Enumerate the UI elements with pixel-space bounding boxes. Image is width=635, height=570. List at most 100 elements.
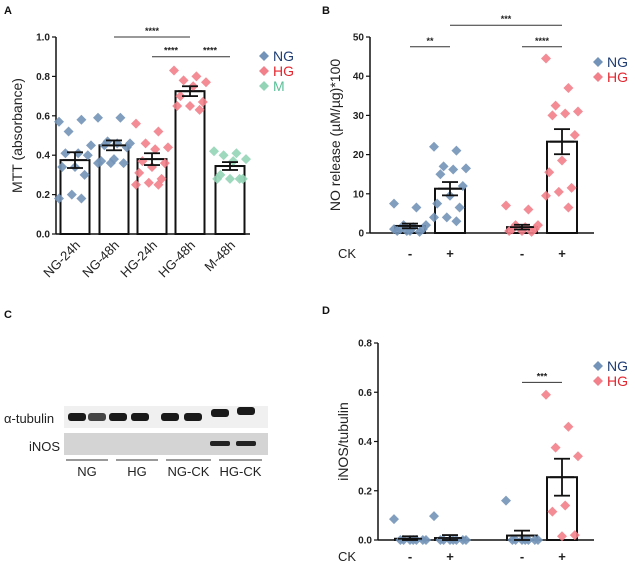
legend-marker: [593, 57, 603, 67]
legend-label: HG: [607, 373, 628, 389]
data-point: [225, 173, 235, 184]
ck-row-label: CK: [338, 246, 356, 261]
data-point: [79, 169, 90, 180]
data-point: [557, 155, 567, 166]
tubulin-band: [88, 413, 106, 421]
ck-sign-label: -: [408, 246, 412, 261]
y-tick-label: 10: [353, 189, 365, 200]
data-point: [573, 106, 583, 117]
data-point: [93, 112, 103, 123]
chart-b-no-release: 0 10 20 30 40 50 NO release (µM/µg)*100 - + - + CK *…: [327, 14, 628, 261]
data-point: [429, 212, 439, 223]
y-tick-label: 40: [353, 72, 365, 83]
y-tick-label: 0.8: [358, 339, 372, 350]
data-point: [569, 130, 580, 140]
legend-marker: [593, 361, 603, 371]
data-point: [169, 65, 179, 76]
data-point: [529, 535, 540, 545]
significance-label: **: [426, 36, 434, 46]
y-tick-label: 50: [353, 33, 365, 44]
data-point: [201, 77, 211, 88]
y-axis-label: MTT (absorbance): [9, 78, 25, 193]
data-point: [541, 53, 551, 64]
data-point: [66, 189, 77, 200]
data-point: [547, 506, 558, 517]
data-point: [454, 202, 465, 213]
data-point: [541, 190, 551, 201]
data-point: [563, 82, 574, 93]
data-point: [76, 193, 87, 204]
data-point: [134, 167, 145, 178]
data-point: [501, 200, 511, 211]
y-tick-label: 0.2: [36, 190, 50, 201]
y-axis-label: NO release (µM/µg)*100: [327, 59, 343, 212]
data-point: [159, 158, 170, 169]
data-point: [395, 535, 406, 545]
y-axis-label: iNOS/tubulin: [335, 402, 351, 481]
data-point: [118, 158, 129, 169]
legend-marker: [593, 72, 603, 82]
legend-marker: [259, 66, 269, 76]
ck-sign-label: -: [408, 549, 412, 564]
data-point: [414, 226, 425, 237]
data-point: [429, 511, 439, 522]
data-point: [517, 226, 527, 237]
x-category-label: NG-24h: [40, 238, 83, 281]
legend-label: NG: [607, 54, 628, 70]
data-point: [140, 138, 151, 149]
ck-sign-label: +: [446, 549, 454, 564]
data-point: [115, 112, 126, 123]
tubulin-band: [211, 409, 229, 417]
data-point: [451, 216, 462, 227]
y-tick-label: 0.0: [36, 230, 50, 241]
legend-marker: [259, 51, 269, 61]
data-point: [105, 158, 116, 169]
y-tick-label: 0: [358, 229, 364, 240]
data-point: [163, 142, 173, 153]
legend-label: HG: [273, 63, 294, 79]
data-point: [573, 451, 583, 462]
tubulin-band: [237, 407, 255, 415]
data-point: [504, 226, 515, 237]
significance-label: ****: [145, 26, 160, 36]
data-point: [547, 110, 558, 121]
data-point: [209, 146, 219, 157]
legend-marker: [593, 376, 603, 386]
inos-band: [210, 441, 230, 446]
inos-band: [236, 441, 256, 446]
data-point: [563, 421, 574, 432]
x-category-label: NG-48h: [79, 238, 122, 281]
y-tick-label: 0.8: [36, 72, 50, 83]
legend-label: NG: [607, 358, 628, 374]
data-point: [501, 495, 511, 506]
chart-a-mtt: 0.0 0.2 0.4 0.6 0.8 1.0 MTT (absorbance) NG-24h…: [9, 26, 294, 280]
data-point: [175, 91, 186, 102]
inos-membrane: [64, 433, 268, 455]
data-point: [550, 100, 561, 111]
data-point: [153, 126, 164, 137]
data-point: [191, 71, 202, 82]
data-point: [523, 204, 534, 215]
data-point: [93, 158, 103, 169]
ck-sign-label: +: [558, 549, 566, 564]
data-point: [438, 161, 449, 172]
data-point: [435, 169, 446, 180]
significance-label: ****: [164, 46, 179, 56]
significance-label: ****: [203, 46, 218, 56]
x-category-label: HG-48h: [155, 238, 198, 281]
tubulin-band: [68, 413, 86, 421]
data-point: [389, 224, 399, 235]
blot-group-label: NG: [77, 464, 97, 479]
ck-row-label: CK: [338, 549, 356, 564]
data-point: [178, 75, 189, 86]
x-category-label: M-48h: [201, 238, 238, 275]
ck-sign-label: +: [446, 246, 454, 261]
legend-label: HG: [607, 69, 628, 85]
significance-label: ***: [537, 371, 548, 381]
blot-group-label: NG-CK: [168, 464, 210, 479]
significance-label: ***: [501, 14, 512, 24]
y-tick-label: 0.2: [358, 486, 372, 497]
data-point: [550, 442, 561, 453]
